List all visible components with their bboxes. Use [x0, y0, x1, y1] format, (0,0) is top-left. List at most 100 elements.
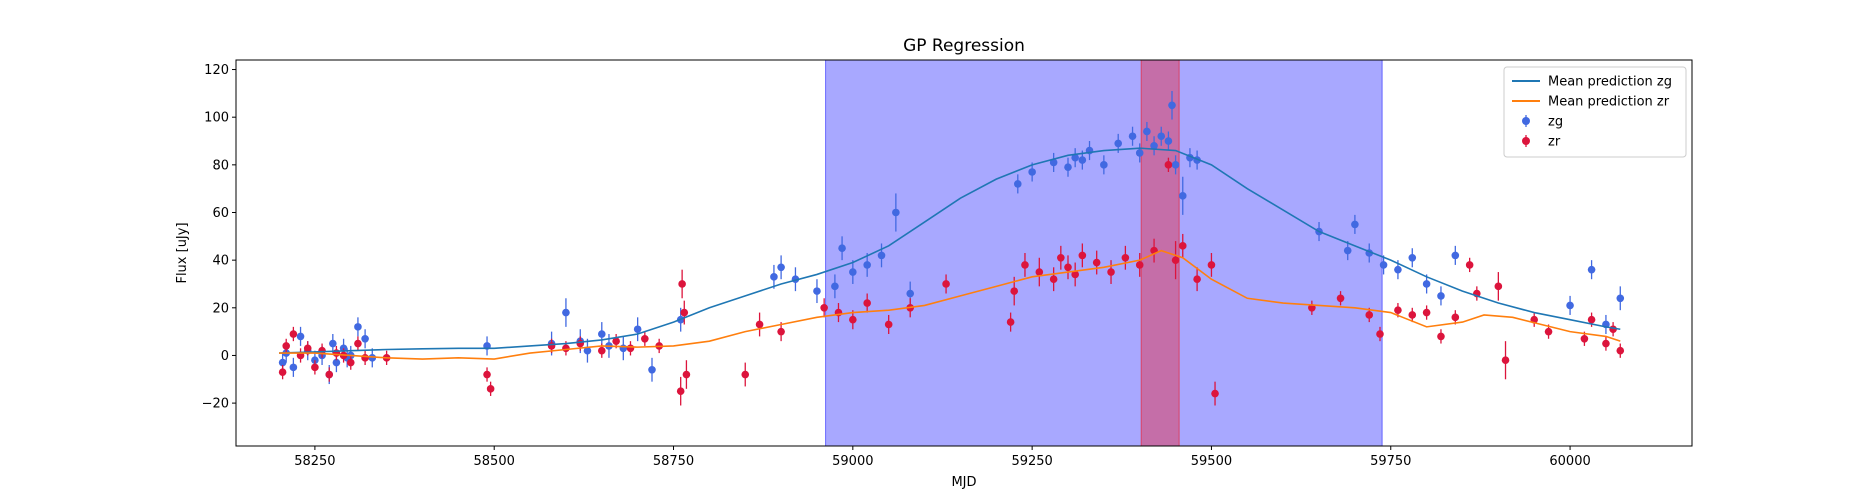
data-point: [1107, 268, 1115, 276]
data-point: [1114, 139, 1123, 148]
data-point: [770, 273, 778, 281]
x-axis-label: MJD: [951, 475, 976, 490]
data-point: [633, 325, 642, 334]
data-point: [1394, 265, 1402, 274]
data-point: [1494, 282, 1503, 291]
data-point: [1408, 311, 1417, 319]
data-point: [583, 346, 592, 355]
data-point: [1408, 253, 1417, 262]
x-tick-label: 58750: [653, 454, 694, 469]
data-point: [1143, 127, 1151, 136]
data-point: [278, 358, 287, 367]
data-point: [562, 308, 570, 317]
data-point: [680, 308, 689, 317]
data-point: [1064, 163, 1072, 172]
data-point: [1422, 280, 1431, 288]
x-tick-label: 58500: [474, 454, 515, 469]
data-point: [741, 370, 750, 379]
mean-line-zg: [279, 147, 1621, 354]
data-point: [1422, 308, 1431, 317]
data-point: [1071, 270, 1079, 279]
data-point: [1376, 330, 1384, 338]
data-point: [1451, 251, 1460, 260]
data-point: [1171, 161, 1180, 169]
data-point: [1035, 268, 1044, 276]
data-point: [1164, 161, 1173, 169]
data-point: [877, 251, 886, 260]
data-point: [1394, 306, 1402, 314]
data-point: [1021, 261, 1029, 269]
data-point: [483, 370, 491, 379]
data-point: [361, 334, 369, 343]
data-point: [1168, 101, 1176, 110]
y-tick-label: 100: [204, 111, 229, 126]
data-point: [1616, 346, 1625, 355]
data-point: [1157, 132, 1166, 141]
data-point: [1071, 153, 1079, 162]
data-point: [1207, 261, 1216, 269]
data-point: [1010, 287, 1019, 295]
data-point: [361, 354, 369, 362]
data-point: [648, 365, 656, 374]
data-point: [892, 208, 900, 217]
y-tick-label: 40: [212, 254, 229, 269]
data-point: [1078, 156, 1087, 164]
data-point: [354, 339, 362, 348]
x-tick-label: 60000: [1549, 454, 1590, 469]
data-point: [849, 315, 857, 324]
data-point: [1193, 275, 1201, 284]
x-tick-label: 59000: [832, 454, 873, 469]
data-point: [1544, 327, 1553, 336]
y-axis-label: Flux [uJy]: [175, 222, 190, 283]
data-point: [346, 358, 355, 367]
data-point: [838, 244, 846, 253]
data-point: [1049, 158, 1058, 167]
data-point: [1013, 180, 1022, 188]
y-axis: −20 0 20 40 60 80 100 120: [202, 63, 236, 412]
x-axis: 58250 58500 58750 59000 59250 59500 59750 60000: [294, 446, 1591, 469]
data-point: [547, 342, 556, 350]
data-point: [597, 330, 606, 338]
data-point: [1049, 275, 1058, 284]
data-point: [777, 327, 785, 336]
data-point: [1078, 251, 1087, 260]
data-point: [332, 358, 341, 367]
legend-marker-swatch: [1522, 117, 1530, 125]
data-point: [626, 344, 635, 353]
data-point: [619, 344, 628, 353]
data-point: [1336, 294, 1345, 303]
data-point: [311, 363, 319, 372]
data-point: [863, 299, 871, 307]
y-tick-label: 60: [212, 206, 229, 221]
data-point: [942, 280, 950, 288]
data-point: [576, 339, 585, 348]
x-tick-label: 58250: [294, 454, 335, 469]
y-tick-label: 80: [212, 158, 229, 173]
data-point: [641, 334, 649, 343]
data-point: [278, 368, 287, 376]
data-point: [1178, 242, 1187, 250]
y-tick-label: −20: [202, 397, 229, 412]
data-point: [884, 320, 893, 329]
data-point: [1171, 256, 1180, 264]
data-point: [1150, 141, 1158, 150]
data-point: [1365, 311, 1374, 319]
data-point: [1057, 253, 1065, 262]
y-tick-label: 120: [204, 63, 229, 78]
data-point: [1580, 334, 1589, 343]
data-point: [831, 282, 839, 291]
data-point: [777, 263, 785, 272]
data-point: [1501, 356, 1510, 365]
data-point: [1351, 220, 1359, 229]
data-point: [318, 346, 326, 355]
y-tick-label: 20: [212, 301, 229, 316]
legend-label: Mean prediction zg: [1548, 75, 1672, 90]
legend: Mean prediction zg Mean prediction zr zg zr: [1503, 66, 1687, 158]
data-point: [354, 323, 362, 331]
data-point: [1379, 261, 1388, 269]
data-point: [289, 363, 298, 372]
data-point: [849, 268, 857, 276]
data-point: [906, 289, 915, 298]
data-point: [1451, 313, 1460, 322]
